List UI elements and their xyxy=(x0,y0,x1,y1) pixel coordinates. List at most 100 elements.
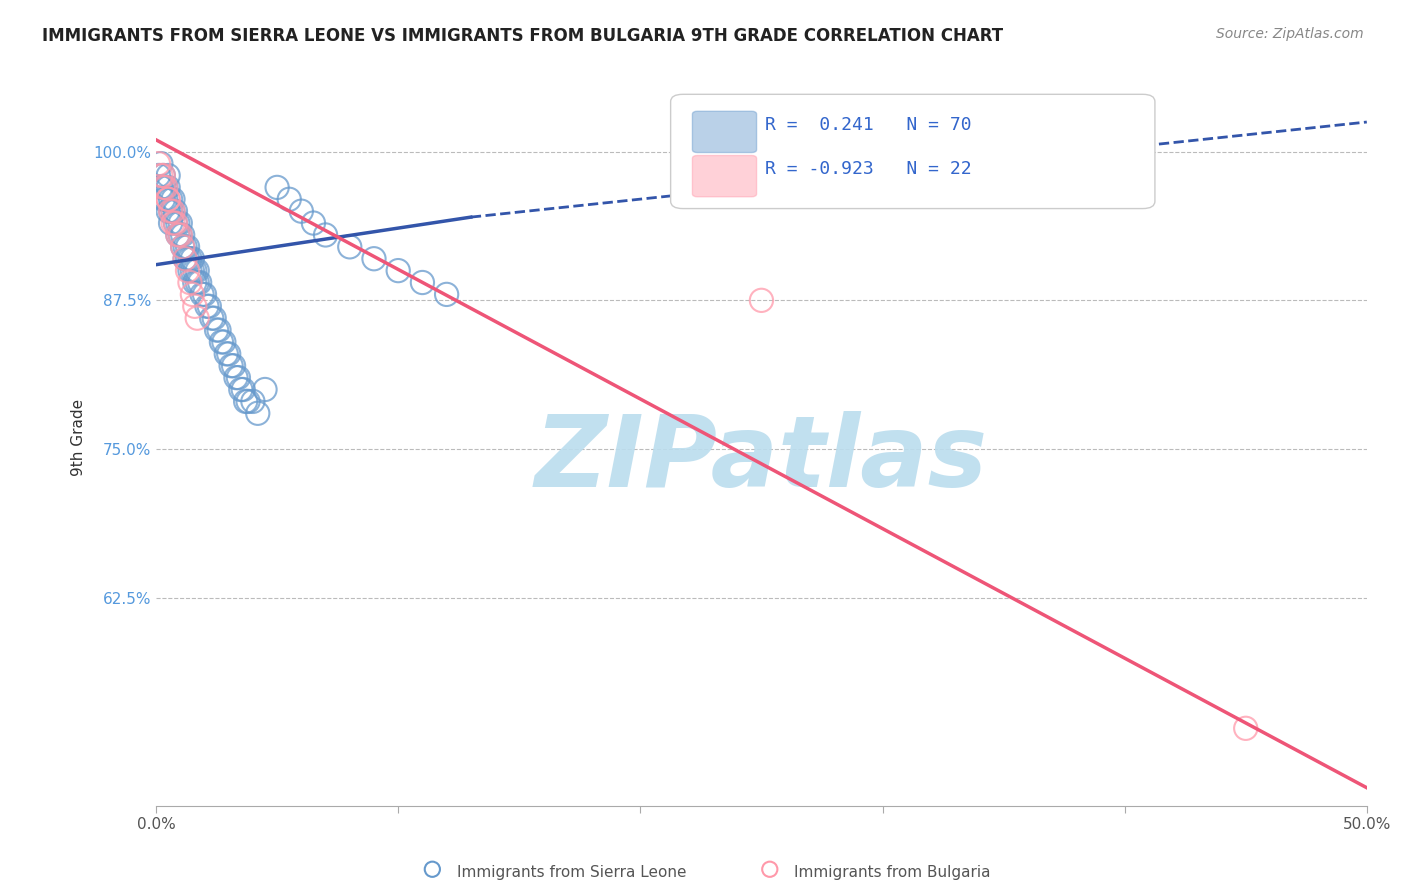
Point xyxy=(165,216,187,230)
Point xyxy=(166,216,188,230)
Point xyxy=(169,227,191,242)
Point xyxy=(186,311,208,326)
Point xyxy=(169,216,191,230)
Point xyxy=(152,180,174,194)
Point xyxy=(149,180,172,194)
Point xyxy=(155,180,177,194)
Point xyxy=(315,227,337,242)
Point xyxy=(157,192,180,206)
Point xyxy=(148,156,170,170)
Point xyxy=(290,204,312,219)
Y-axis label: 9th Grade: 9th Grade xyxy=(72,399,86,475)
Point xyxy=(174,240,197,254)
Point xyxy=(219,359,242,373)
Text: Immigrants from Sierra Leone: Immigrants from Sierra Leone xyxy=(457,865,686,880)
Point xyxy=(193,287,215,301)
Point xyxy=(172,240,194,254)
Point xyxy=(198,299,221,313)
Point xyxy=(172,240,194,254)
Point xyxy=(246,406,269,420)
Point xyxy=(166,227,188,242)
Point xyxy=(181,287,204,301)
Point xyxy=(148,169,170,183)
Point xyxy=(363,252,385,266)
Point xyxy=(176,252,198,266)
Point xyxy=(229,383,252,397)
Point xyxy=(218,347,240,361)
Point xyxy=(162,204,184,219)
Point xyxy=(209,334,232,349)
Point xyxy=(188,276,211,290)
Point xyxy=(162,216,184,230)
Point xyxy=(162,204,184,219)
Point xyxy=(152,192,174,206)
Point xyxy=(181,252,204,266)
Point xyxy=(157,169,180,183)
Point xyxy=(165,204,187,219)
Point xyxy=(174,252,197,266)
Point xyxy=(253,383,276,397)
Point xyxy=(157,180,180,194)
Point xyxy=(205,323,228,337)
Point xyxy=(1234,722,1257,736)
Point xyxy=(212,334,235,349)
Point xyxy=(751,293,773,308)
Point xyxy=(149,156,172,170)
Point xyxy=(191,287,214,301)
Point xyxy=(179,276,201,290)
Point xyxy=(152,169,174,183)
Point xyxy=(422,862,444,876)
Point xyxy=(228,370,250,384)
Point xyxy=(176,263,198,277)
Point xyxy=(166,227,188,242)
Point xyxy=(172,227,194,242)
Point xyxy=(174,252,197,266)
Point xyxy=(169,227,191,242)
Point xyxy=(195,299,218,313)
Point xyxy=(155,180,177,194)
FancyBboxPatch shape xyxy=(692,112,756,153)
Point xyxy=(184,263,207,277)
Point xyxy=(202,311,225,326)
Point xyxy=(165,216,187,230)
Point xyxy=(186,263,208,277)
Point xyxy=(225,370,247,384)
Point xyxy=(159,204,181,219)
Point xyxy=(759,862,782,876)
Text: IMMIGRANTS FROM SIERRA LEONE VS IMMIGRANTS FROM BULGARIA 9TH GRADE CORRELATION C: IMMIGRANTS FROM SIERRA LEONE VS IMMIGRAN… xyxy=(42,27,1004,45)
Point xyxy=(201,311,224,326)
Point xyxy=(235,394,257,409)
Text: Immigrants from Bulgaria: Immigrants from Bulgaria xyxy=(794,865,991,880)
Point xyxy=(184,276,207,290)
Point xyxy=(242,394,264,409)
Point xyxy=(181,263,204,277)
Point xyxy=(162,192,184,206)
Point xyxy=(266,180,288,194)
Point xyxy=(157,204,180,219)
Point xyxy=(302,216,325,230)
FancyBboxPatch shape xyxy=(692,155,756,197)
FancyBboxPatch shape xyxy=(671,95,1154,209)
Point xyxy=(157,192,180,206)
Point xyxy=(208,323,231,337)
Point xyxy=(232,383,254,397)
Point xyxy=(236,394,259,409)
Point xyxy=(278,192,301,206)
Point xyxy=(387,263,409,277)
Text: ZIPatlas: ZIPatlas xyxy=(534,410,988,508)
Point xyxy=(159,192,181,206)
Point xyxy=(152,169,174,183)
Point xyxy=(152,180,174,194)
Point xyxy=(222,359,245,373)
Point xyxy=(339,240,361,254)
Text: Source: ZipAtlas.com: Source: ZipAtlas.com xyxy=(1216,27,1364,41)
Point xyxy=(159,204,181,219)
Point xyxy=(179,252,201,266)
Text: R =  0.241   N = 70: R = 0.241 N = 70 xyxy=(765,116,972,134)
Point xyxy=(179,263,201,277)
Point xyxy=(184,299,207,313)
Point xyxy=(411,276,433,290)
Point xyxy=(176,240,198,254)
Point xyxy=(155,192,177,206)
Point xyxy=(149,169,172,183)
